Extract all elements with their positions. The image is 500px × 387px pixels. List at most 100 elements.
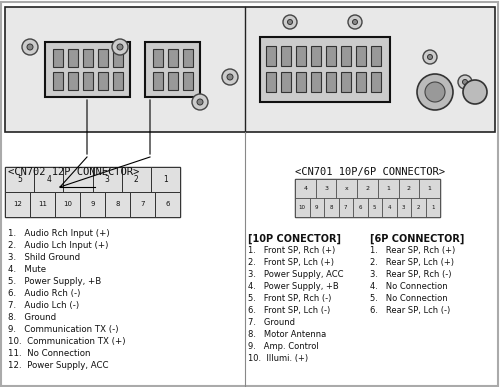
- Bar: [398, 179, 419, 198]
- Bar: [411, 198, 426, 217]
- Text: 2.   Rear SP, Lch (+): 2. Rear SP, Lch (+): [370, 258, 454, 267]
- Text: 9: 9: [315, 205, 318, 210]
- Bar: [5, 167, 34, 192]
- Bar: [53, 49, 63, 67]
- FancyBboxPatch shape: [295, 179, 440, 217]
- Circle shape: [112, 39, 128, 55]
- Text: 8: 8: [115, 202, 120, 207]
- Text: <CN701 10P/6P CONNECTOR>: <CN701 10P/6P CONNECTOR>: [295, 167, 445, 177]
- Bar: [168, 72, 178, 90]
- Text: 8.   Motor Antenna: 8. Motor Antenna: [248, 330, 326, 339]
- Bar: [368, 198, 382, 217]
- Bar: [296, 46, 306, 66]
- Text: 7.   Ground: 7. Ground: [248, 318, 295, 327]
- Text: 4.   Mute: 4. Mute: [8, 265, 46, 274]
- Bar: [151, 167, 180, 192]
- Circle shape: [27, 44, 33, 50]
- Text: [10P CONECTOR]: [10P CONECTOR]: [248, 234, 341, 244]
- Circle shape: [283, 15, 297, 29]
- Text: 1: 1: [428, 186, 432, 191]
- Text: 6.   Rear SP, Lch (-): 6. Rear SP, Lch (-): [370, 306, 450, 315]
- Bar: [83, 49, 93, 67]
- Text: 6: 6: [358, 205, 362, 210]
- Circle shape: [197, 99, 203, 105]
- Text: 11: 11: [38, 202, 47, 207]
- Bar: [378, 179, 398, 198]
- Text: 7: 7: [344, 205, 348, 210]
- Bar: [295, 179, 316, 198]
- Circle shape: [462, 79, 468, 84]
- Text: 1.   Rear SP, Rch (+): 1. Rear SP, Rch (+): [370, 246, 455, 255]
- Text: 1: 1: [386, 186, 390, 191]
- Text: 6: 6: [165, 202, 170, 207]
- Text: 12.  Power Supply, ACC: 12. Power Supply, ACC: [8, 361, 108, 370]
- Circle shape: [348, 15, 362, 29]
- Text: 4: 4: [388, 205, 391, 210]
- Text: 5.   Front SP, Rch (-): 5. Front SP, Rch (-): [248, 294, 332, 303]
- Bar: [296, 72, 306, 92]
- Bar: [98, 72, 108, 90]
- Text: x: x: [345, 186, 348, 191]
- Text: 3: 3: [324, 186, 328, 191]
- Bar: [68, 49, 78, 67]
- Bar: [341, 46, 351, 66]
- Text: 4: 4: [46, 175, 51, 184]
- Bar: [153, 49, 163, 67]
- Text: 3: 3: [104, 175, 110, 184]
- Bar: [68, 72, 78, 90]
- Text: 1: 1: [431, 205, 434, 210]
- Text: 7: 7: [140, 202, 145, 207]
- Bar: [353, 198, 368, 217]
- Bar: [310, 198, 324, 217]
- Text: 4: 4: [304, 186, 308, 191]
- Circle shape: [222, 69, 238, 85]
- Bar: [266, 46, 276, 66]
- Text: 5.   Power Supply, +B: 5. Power Supply, +B: [8, 277, 101, 286]
- Bar: [145, 42, 200, 97]
- Text: 10: 10: [299, 205, 306, 210]
- Bar: [336, 179, 357, 198]
- Bar: [357, 179, 378, 198]
- Text: 8.   Ground: 8. Ground: [8, 313, 56, 322]
- Text: 9.   Communication TX (-): 9. Communication TX (-): [8, 325, 118, 334]
- Bar: [5, 192, 30, 217]
- Bar: [324, 198, 338, 217]
- Bar: [420, 179, 440, 198]
- Bar: [30, 192, 55, 217]
- Text: 2.   Audio Lch Input (+): 2. Audio Lch Input (+): [8, 241, 108, 250]
- Bar: [105, 192, 130, 217]
- Bar: [338, 198, 353, 217]
- Bar: [183, 49, 193, 67]
- Text: 2: 2: [366, 186, 370, 191]
- Text: <CN702 12P CONNECTOR>: <CN702 12P CONNECTOR>: [8, 167, 139, 177]
- Circle shape: [352, 19, 358, 24]
- Text: 4.   Power Supply, +B: 4. Power Supply, +B: [248, 282, 339, 291]
- Bar: [55, 192, 80, 217]
- Circle shape: [425, 82, 445, 102]
- Bar: [113, 49, 123, 67]
- Bar: [34, 167, 64, 192]
- Bar: [266, 72, 276, 92]
- Text: 5: 5: [373, 205, 376, 210]
- Text: 1.   Front SP, Rch (+): 1. Front SP, Rch (+): [248, 246, 335, 255]
- Circle shape: [227, 74, 233, 80]
- Text: 8: 8: [330, 205, 333, 210]
- Bar: [316, 179, 336, 198]
- Bar: [183, 72, 193, 90]
- Text: 5: 5: [17, 175, 22, 184]
- Bar: [311, 72, 321, 92]
- Bar: [341, 72, 351, 92]
- FancyBboxPatch shape: [5, 167, 180, 217]
- Bar: [45, 42, 130, 97]
- Bar: [92, 167, 122, 192]
- Bar: [80, 192, 105, 217]
- Text: 2.   Front SP, Lch (+): 2. Front SP, Lch (+): [248, 258, 334, 267]
- Text: 9: 9: [90, 202, 95, 207]
- Circle shape: [117, 44, 123, 50]
- Text: 3.   Shild Ground: 3. Shild Ground: [8, 253, 80, 262]
- Bar: [396, 198, 411, 217]
- Bar: [153, 72, 163, 90]
- Circle shape: [22, 39, 38, 55]
- Text: [6P CONNECTOR]: [6P CONNECTOR]: [370, 234, 464, 244]
- Text: 5.   No Connection: 5. No Connection: [370, 294, 448, 303]
